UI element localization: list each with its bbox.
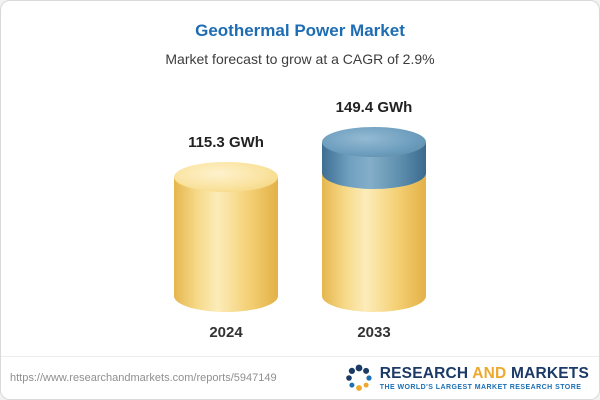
bar-column-2024: 115.3 GWh 2024 — [174, 133, 278, 342]
brand-text-block: RESEARCH AND MARKETS THE WORLD'S LARGEST… — [380, 365, 589, 391]
brand-word-and: AND — [472, 365, 507, 382]
cylinder-top-2024 — [174, 162, 278, 192]
value-label-2024: 115.3 GWh — [188, 134, 264, 151]
brand-name: RESEARCH AND MARKETS — [380, 365, 589, 382]
cylinder-bar-2033 — [322, 127, 426, 312]
category-label-2033: 2033 — [357, 324, 391, 341]
brand-word-research: RESEARCH — [379, 365, 469, 382]
bar-column-2033: 149.4 GWh 2033 — [322, 98, 426, 342]
cylinder-body-2024 — [174, 177, 278, 312]
cylinder-top-2033-growth — [322, 127, 426, 157]
report-url: https://www.researchandmarkets.com/repor… — [10, 372, 277, 384]
category-label-2024: 2024 — [209, 324, 243, 341]
brand-logo-icon — [345, 364, 372, 391]
brand-tagline: THE WORLD'S LARGEST MARKET RESEARCH STOR… — [379, 384, 582, 391]
cylinder-bar-2024 — [174, 162, 278, 312]
chart-title: Geothermal Power Market — [195, 21, 405, 40]
chart-subtitle: Market forecast to grow at a CAGR of 2.9… — [165, 51, 435, 67]
brand-word-markets: MARKETS — [510, 365, 589, 382]
chart-area: 115.3 GWh 2024 149.4 GWh 2033 — [1, 98, 599, 342]
brand-logo: RESEARCH AND MARKETS THE WORLD'S LARGEST… — [344, 363, 589, 393]
value-label-2033: 149.4 GWh — [335, 99, 413, 116]
footer: https://www.researchandmarkets.com/repor… — [1, 356, 599, 399]
